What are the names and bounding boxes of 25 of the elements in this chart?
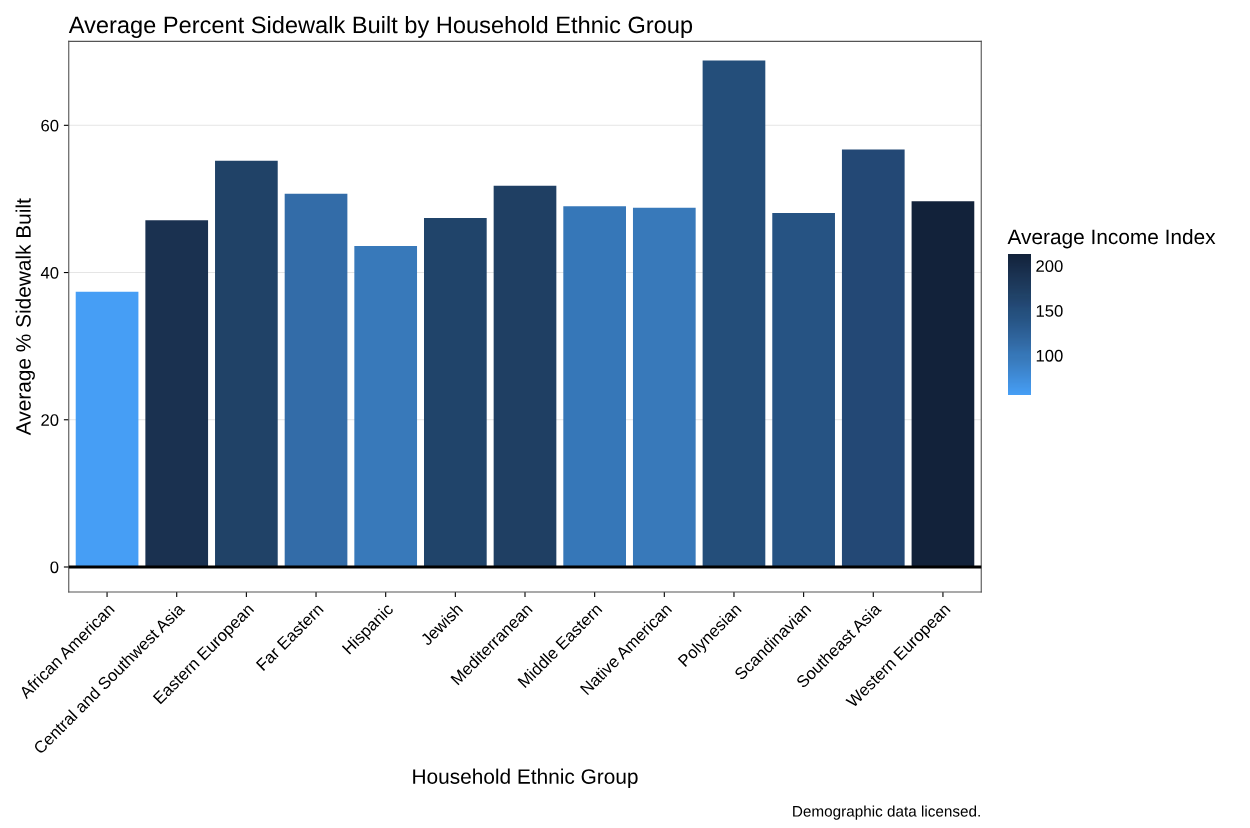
bar [424, 218, 487, 567]
chart-title: Average Percent Sidewalk Built by Household Ethnic Group [68, 15, 693, 38]
color-bar-title: Average Income Index [1007, 228, 1216, 249]
bar [284, 193, 348, 567]
y-tick-label: 40 [40, 266, 59, 279]
bar [841, 149, 905, 567]
y-tick-label: 20 [41, 414, 59, 426]
bar [563, 206, 626, 567]
bar [215, 160, 278, 567]
y-axis-title: Average % Sidewalk Built [15, 198, 35, 436]
bar [702, 60, 766, 567]
bar [354, 246, 418, 567]
bar [493, 185, 557, 567]
bar [145, 220, 209, 567]
text: Demographic data licensed. [793, 805, 980, 820]
color-bar-label: 200 [1036, 260, 1063, 272]
color-bar-label: 150 [1036, 305, 1063, 317]
bar [75, 291, 139, 567]
bar [632, 207, 696, 567]
y-tick-label: 0 [50, 561, 59, 574]
color-bar-label: 100 [1036, 349, 1063, 362]
y-tick-label: 60 [41, 119, 59, 132]
bar [911, 201, 975, 567]
bar [772, 212, 835, 567]
x-axis-title: Household Ethnic Group [413, 768, 638, 789]
